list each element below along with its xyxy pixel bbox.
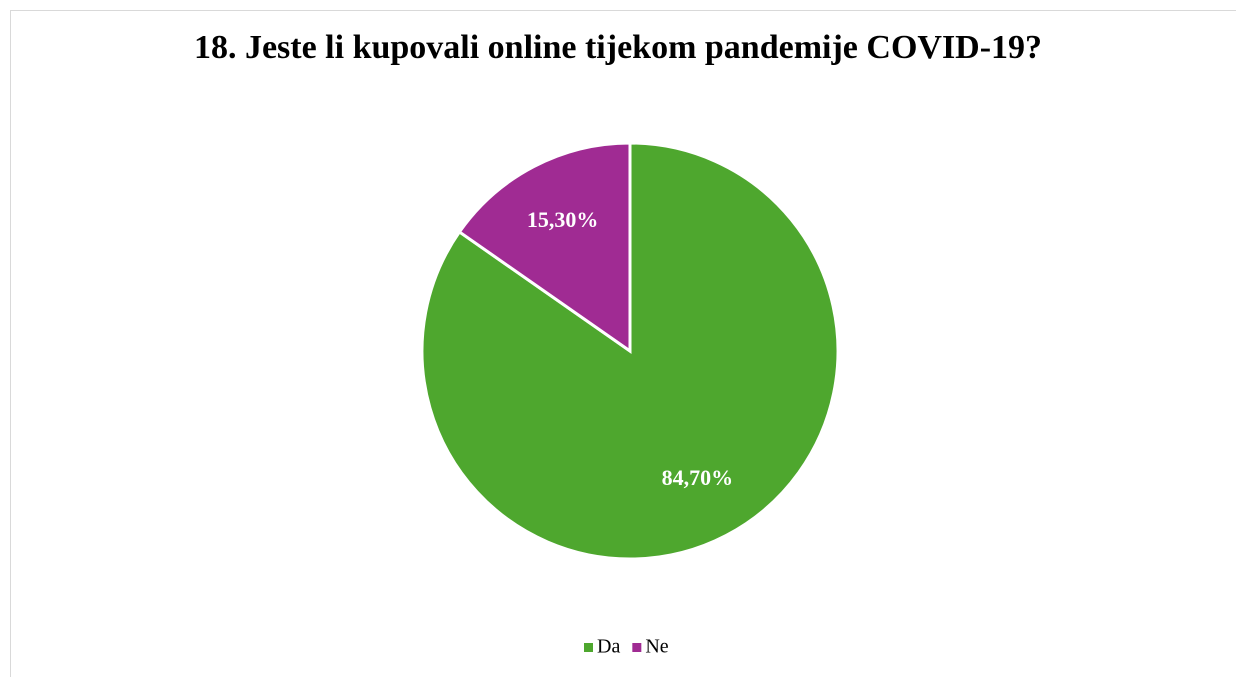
chart-title: 18. Jeste li kupovali online tijekom pan… (194, 29, 1042, 66)
legend-swatch (632, 643, 642, 652)
legend-swatch (584, 643, 593, 652)
legend-label: Ne (645, 636, 668, 658)
legend-label: Da (597, 636, 620, 658)
data-label: 84,70% (662, 465, 734, 490)
data-label: 15,30% (527, 207, 599, 232)
pie-slice (457, 141, 632, 354)
